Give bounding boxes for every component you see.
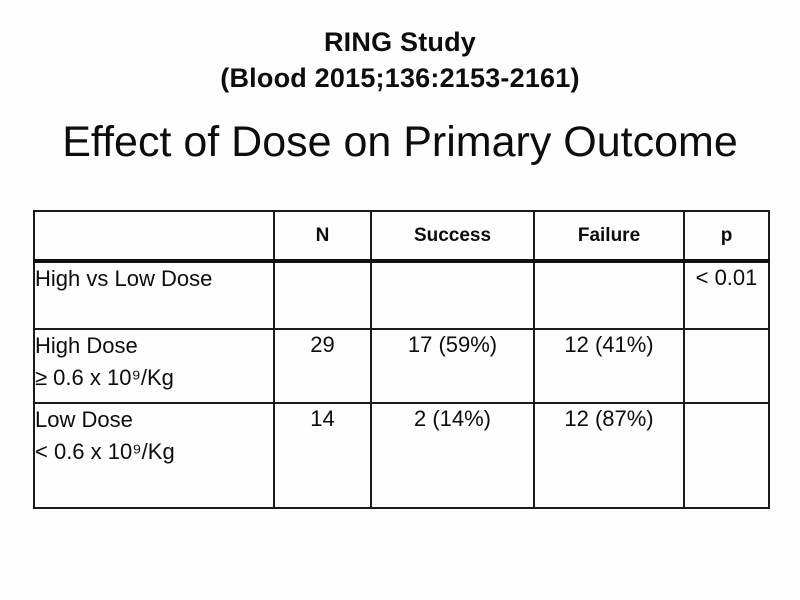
header-cell-success: Success bbox=[370, 210, 535, 263]
row-label-cell: High Dose ≥ 0.6 x 10⁹/Kg bbox=[33, 328, 275, 404]
header-cell-label bbox=[33, 210, 275, 263]
table-row: High vs Low Dose < 0.01 bbox=[33, 260, 770, 330]
table-row: High Dose ≥ 0.6 x 10⁹/Kg 29 17 (59%) 12 … bbox=[33, 328, 770, 404]
p-value-cell bbox=[683, 402, 770, 509]
slide-title: Effect of Dose on Primary Outcome bbox=[62, 118, 738, 166]
row-label-cell: High vs Low Dose bbox=[33, 260, 275, 330]
row-sublabel: ≥ 0.6 x 10⁹/Kg bbox=[35, 365, 174, 390]
n-cell: 14 bbox=[273, 402, 372, 509]
success-cell: 2 (14%) bbox=[370, 402, 535, 509]
table-row: Low Dose < 0.6 x 10⁹/Kg 14 2 (14%) 12 (8… bbox=[33, 402, 770, 509]
header-cell-n: N bbox=[273, 210, 372, 263]
row-label: Low Dose bbox=[35, 407, 133, 432]
header-cell-failure: Failure bbox=[533, 210, 685, 263]
row-label: High Dose bbox=[35, 333, 138, 358]
row-label: High vs Low Dose bbox=[35, 266, 213, 291]
n-cell bbox=[273, 260, 372, 330]
table-header-row: N Success Failure p bbox=[33, 210, 770, 263]
failure-cell: 12 (87%) bbox=[533, 402, 685, 509]
row-label-cell: Low Dose < 0.6 x 10⁹/Kg bbox=[33, 402, 275, 509]
study-name-line: RING Study bbox=[323, 27, 476, 57]
failure-cell: 12 (41%) bbox=[533, 328, 685, 404]
success-cell bbox=[370, 260, 535, 330]
p-value-cell: < 0.01 bbox=[683, 260, 770, 330]
header-cell-p: p bbox=[683, 210, 770, 263]
failure-cell bbox=[533, 260, 685, 330]
n-cell: 29 bbox=[273, 328, 372, 404]
row-sublabel: < 0.6 x 10⁹/Kg bbox=[35, 439, 175, 464]
p-value-cell bbox=[683, 328, 770, 404]
outcome-table: N Success Failure p High vs Low Dose < 0… bbox=[33, 210, 770, 509]
study-subtitle: RING Study (Blood 2015;136:2153-2161) bbox=[0, 24, 800, 96]
success-cell: 17 (59%) bbox=[370, 328, 535, 404]
citation-line: (Blood 2015;136:2153-2161) bbox=[220, 63, 580, 93]
